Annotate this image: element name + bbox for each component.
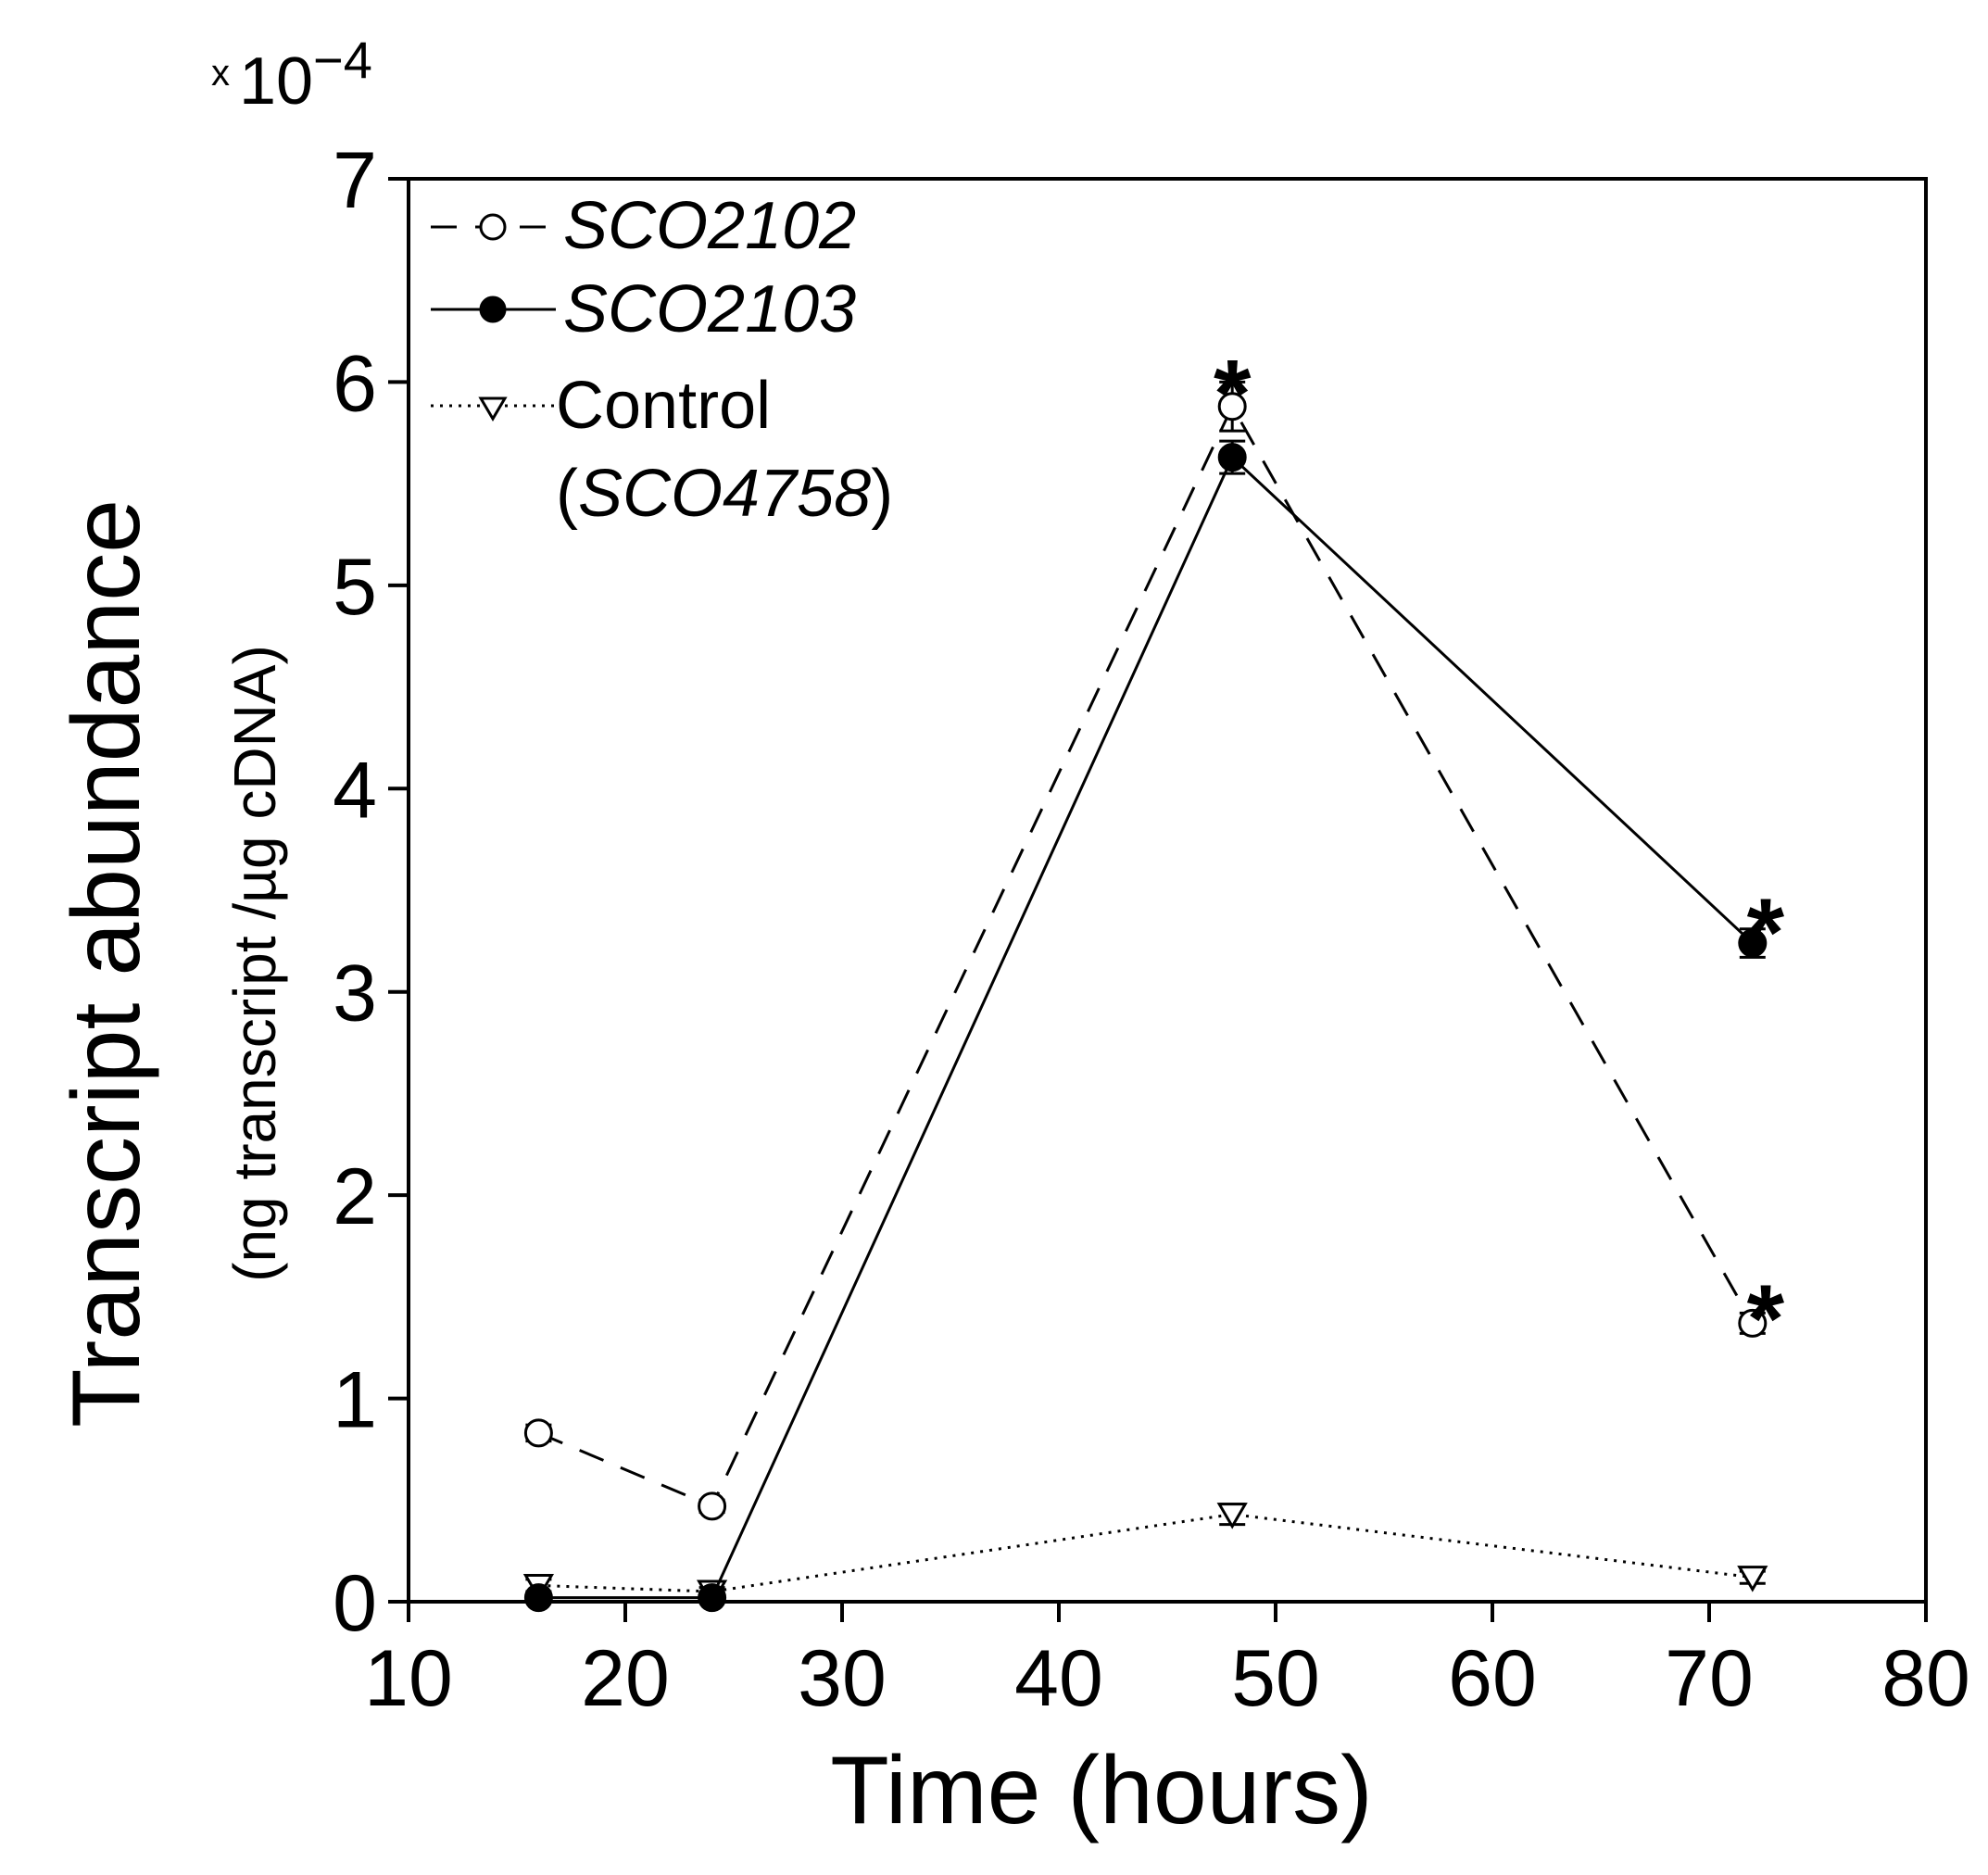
- legend: SCO2102 SCO2103 Control (SCO4758): [431, 189, 893, 531]
- y-tick-label: 4: [333, 746, 377, 835]
- y-tick-label: 2: [333, 1152, 377, 1241]
- y-tick-label: 1: [333, 1356, 377, 1445]
- legend-label-control-gene-name: SCO4758: [578, 457, 871, 531]
- y-multiplier-x: x: [211, 53, 230, 94]
- series-line: [538, 455, 1754, 1600]
- data-point: [1737, 1566, 1768, 1592]
- y-tick-label: 7: [333, 136, 377, 225]
- data-point: [1738, 928, 1768, 958]
- series-layer: [522, 380, 1768, 1613]
- legend-entry-sco2102: SCO2102: [431, 189, 856, 263]
- data-point: [1217, 443, 1247, 472]
- y-tick-label: 3: [333, 950, 377, 1038]
- y-tick-label: 0: [333, 1559, 377, 1648]
- data-point: [698, 1583, 727, 1613]
- legend-marker-sco2102: [479, 213, 507, 241]
- legend-label-control: Control: [556, 369, 771, 443]
- significance-star: *: [1747, 1265, 1785, 1373]
- y-axis-title: Transcript abundance: [53, 499, 160, 1428]
- data-point: [523, 1418, 553, 1448]
- series-line: [538, 1513, 1753, 1593]
- legend-label-control-gene: (SCO4758): [556, 457, 893, 531]
- x-tick-label: 40: [1014, 1634, 1103, 1723]
- legend-label-sco2103: SCO2103: [563, 272, 856, 346]
- x-axis-title: Time (hours): [830, 1737, 1373, 1844]
- significance-star: *: [1214, 340, 1252, 447]
- series-line: [537, 403, 1755, 1508]
- data-point: [1738, 1308, 1768, 1338]
- legend-label-sco2102: SCO2102: [563, 189, 856, 263]
- data-point: [523, 1583, 553, 1613]
- y-multiplier-base: 10: [239, 44, 313, 119]
- x-tick-label: 70: [1665, 1634, 1754, 1723]
- plot-frame: [407, 177, 1928, 1604]
- legend-marker-control: [478, 396, 508, 422]
- x-tick-label: 30: [798, 1634, 887, 1723]
- data-point: [1216, 1503, 1248, 1529]
- series-sco2103: [523, 439, 1768, 1613]
- data-point: [698, 1491, 727, 1521]
- y-tick-label: 6: [333, 339, 377, 428]
- legend-entry-sco2103: SCO2103: [431, 272, 856, 346]
- series-sco2102: [523, 380, 1768, 1521]
- x-tick-label: 10: [364, 1634, 453, 1723]
- y-multiplier: x 10 −4: [211, 31, 372, 119]
- x-tick-label: 20: [581, 1634, 670, 1723]
- significance-star: *: [1747, 879, 1785, 987]
- y-tick-label: 5: [333, 543, 377, 632]
- data-point: [1217, 392, 1247, 422]
- legend-entry-control: Control (SCO4758): [431, 369, 893, 531]
- y-axis-subtitle: (ng transcript /µg cDNA): [221, 645, 288, 1282]
- annotation-layer: * * *: [1214, 340, 1785, 1372]
- x-tick-label: 60: [1448, 1634, 1537, 1723]
- y-multiplier-exponent: −4: [313, 31, 372, 89]
- x-tick-label: 50: [1231, 1634, 1320, 1723]
- x-tick-label: 80: [1881, 1634, 1970, 1723]
- legend-marker-sco2103: [479, 296, 507, 323]
- axis-ticks: 10 20 30 40 50 60 70 80 0 1 2 3 4 5 6 7: [333, 136, 1970, 1723]
